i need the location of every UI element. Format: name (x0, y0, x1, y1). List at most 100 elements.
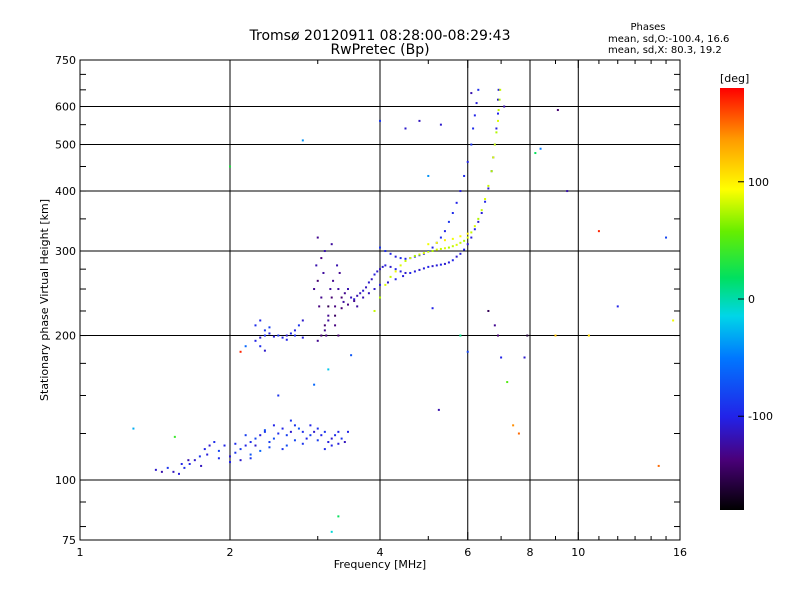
echo-point (259, 319, 262, 322)
y-tick-label: 500 (55, 139, 76, 152)
echo-point (443, 230, 446, 233)
echo-point (394, 278, 397, 281)
echo-point (359, 292, 362, 295)
echo-points (132, 88, 675, 533)
echo-point (503, 105, 506, 108)
echo-point (556, 109, 559, 112)
echo-point (431, 250, 434, 253)
echo-point (427, 243, 430, 246)
echo-point (330, 296, 333, 299)
echo-point (281, 336, 284, 339)
echo-point (451, 237, 454, 240)
echo-point (496, 119, 499, 122)
echo-point (223, 444, 226, 447)
echo-point (340, 437, 343, 440)
echo-point (443, 239, 446, 242)
echo-point (466, 243, 469, 246)
x-tick-label: 8 (527, 546, 534, 559)
echo-point (437, 408, 440, 411)
echo-point (263, 429, 266, 432)
echo-point (353, 298, 356, 301)
echo-point (466, 160, 469, 163)
echo-point (180, 462, 183, 465)
echo-point (443, 247, 446, 250)
colorbar-ticks: -100 0 100 (738, 176, 773, 423)
echo-point (657, 464, 660, 467)
echo-point (373, 273, 376, 276)
echo-point (340, 307, 343, 310)
echo-point (263, 349, 266, 352)
x-tick-label: 2 (227, 546, 234, 559)
phases-extraordinary-stats: mean, sd,X: 80.3, 19.2 (608, 45, 722, 56)
echo-point (459, 334, 462, 337)
echo-point (435, 264, 438, 267)
echo-point (443, 262, 446, 265)
echo-point (367, 292, 370, 295)
echo-point (373, 309, 376, 312)
echo-point (244, 444, 247, 447)
echo-point (337, 515, 340, 518)
echo-point (330, 530, 333, 533)
echo-point (362, 296, 365, 299)
phases-ordinary-stats: mean, sd,O:-100.4, 16.6 (608, 34, 729, 45)
echo-point (447, 246, 450, 249)
echo-point (384, 283, 387, 286)
echo-point (254, 339, 257, 342)
echo-point (472, 127, 475, 130)
echo-point (487, 309, 490, 312)
echo-point (455, 255, 458, 258)
echo-point (431, 265, 434, 268)
echo-point (498, 98, 501, 101)
echo-point (346, 303, 349, 306)
echo-point (334, 305, 337, 308)
echo-point (404, 259, 407, 262)
echo-point (484, 200, 487, 203)
x-tick-label: 1 (77, 546, 84, 559)
x-tick-label: 4 (377, 546, 384, 559)
echo-point (316, 439, 319, 442)
echo-point (239, 448, 242, 451)
echo-point (495, 131, 498, 134)
echo-point (313, 430, 316, 433)
echo-point (316, 427, 319, 430)
echo-point (459, 241, 462, 244)
echo-point (277, 394, 280, 397)
echo-point (477, 220, 480, 223)
echo-point (337, 442, 340, 445)
echo-point (234, 451, 237, 454)
echo-point (187, 459, 190, 462)
echo-point (336, 264, 339, 267)
echo-point (334, 314, 337, 317)
echo-point (343, 292, 346, 295)
echo-point (208, 444, 211, 447)
echo-point (293, 329, 296, 332)
echo-point (320, 257, 323, 260)
echo-point (394, 255, 397, 258)
echo-point (318, 305, 321, 308)
echo-point (346, 288, 349, 291)
echo-point (342, 300, 345, 303)
echo-point (281, 427, 284, 430)
echo-point (350, 354, 353, 357)
echo-point (229, 455, 231, 458)
echo-point (499, 88, 502, 91)
echo-point (404, 271, 407, 274)
echo-point (399, 257, 402, 260)
axis-ticks: 1 2 4 6 8 10 16 75 100 200 300 400 500 600 750 (55, 54, 687, 559)
echo-point (327, 319, 330, 322)
echo-point (473, 114, 476, 117)
echo-point (285, 444, 288, 447)
echo-point (293, 424, 296, 427)
echo-point (431, 246, 434, 249)
echo-point (323, 448, 326, 451)
echo-point (379, 119, 381, 122)
echo-point (523, 356, 526, 359)
echo-point (330, 243, 333, 246)
echo-point (496, 112, 499, 115)
echo-point (466, 350, 469, 353)
echo-point (506, 381, 509, 384)
echo-point (539, 147, 542, 150)
echo-point (323, 329, 326, 332)
echo-point (394, 270, 397, 273)
echo-point (322, 271, 325, 274)
